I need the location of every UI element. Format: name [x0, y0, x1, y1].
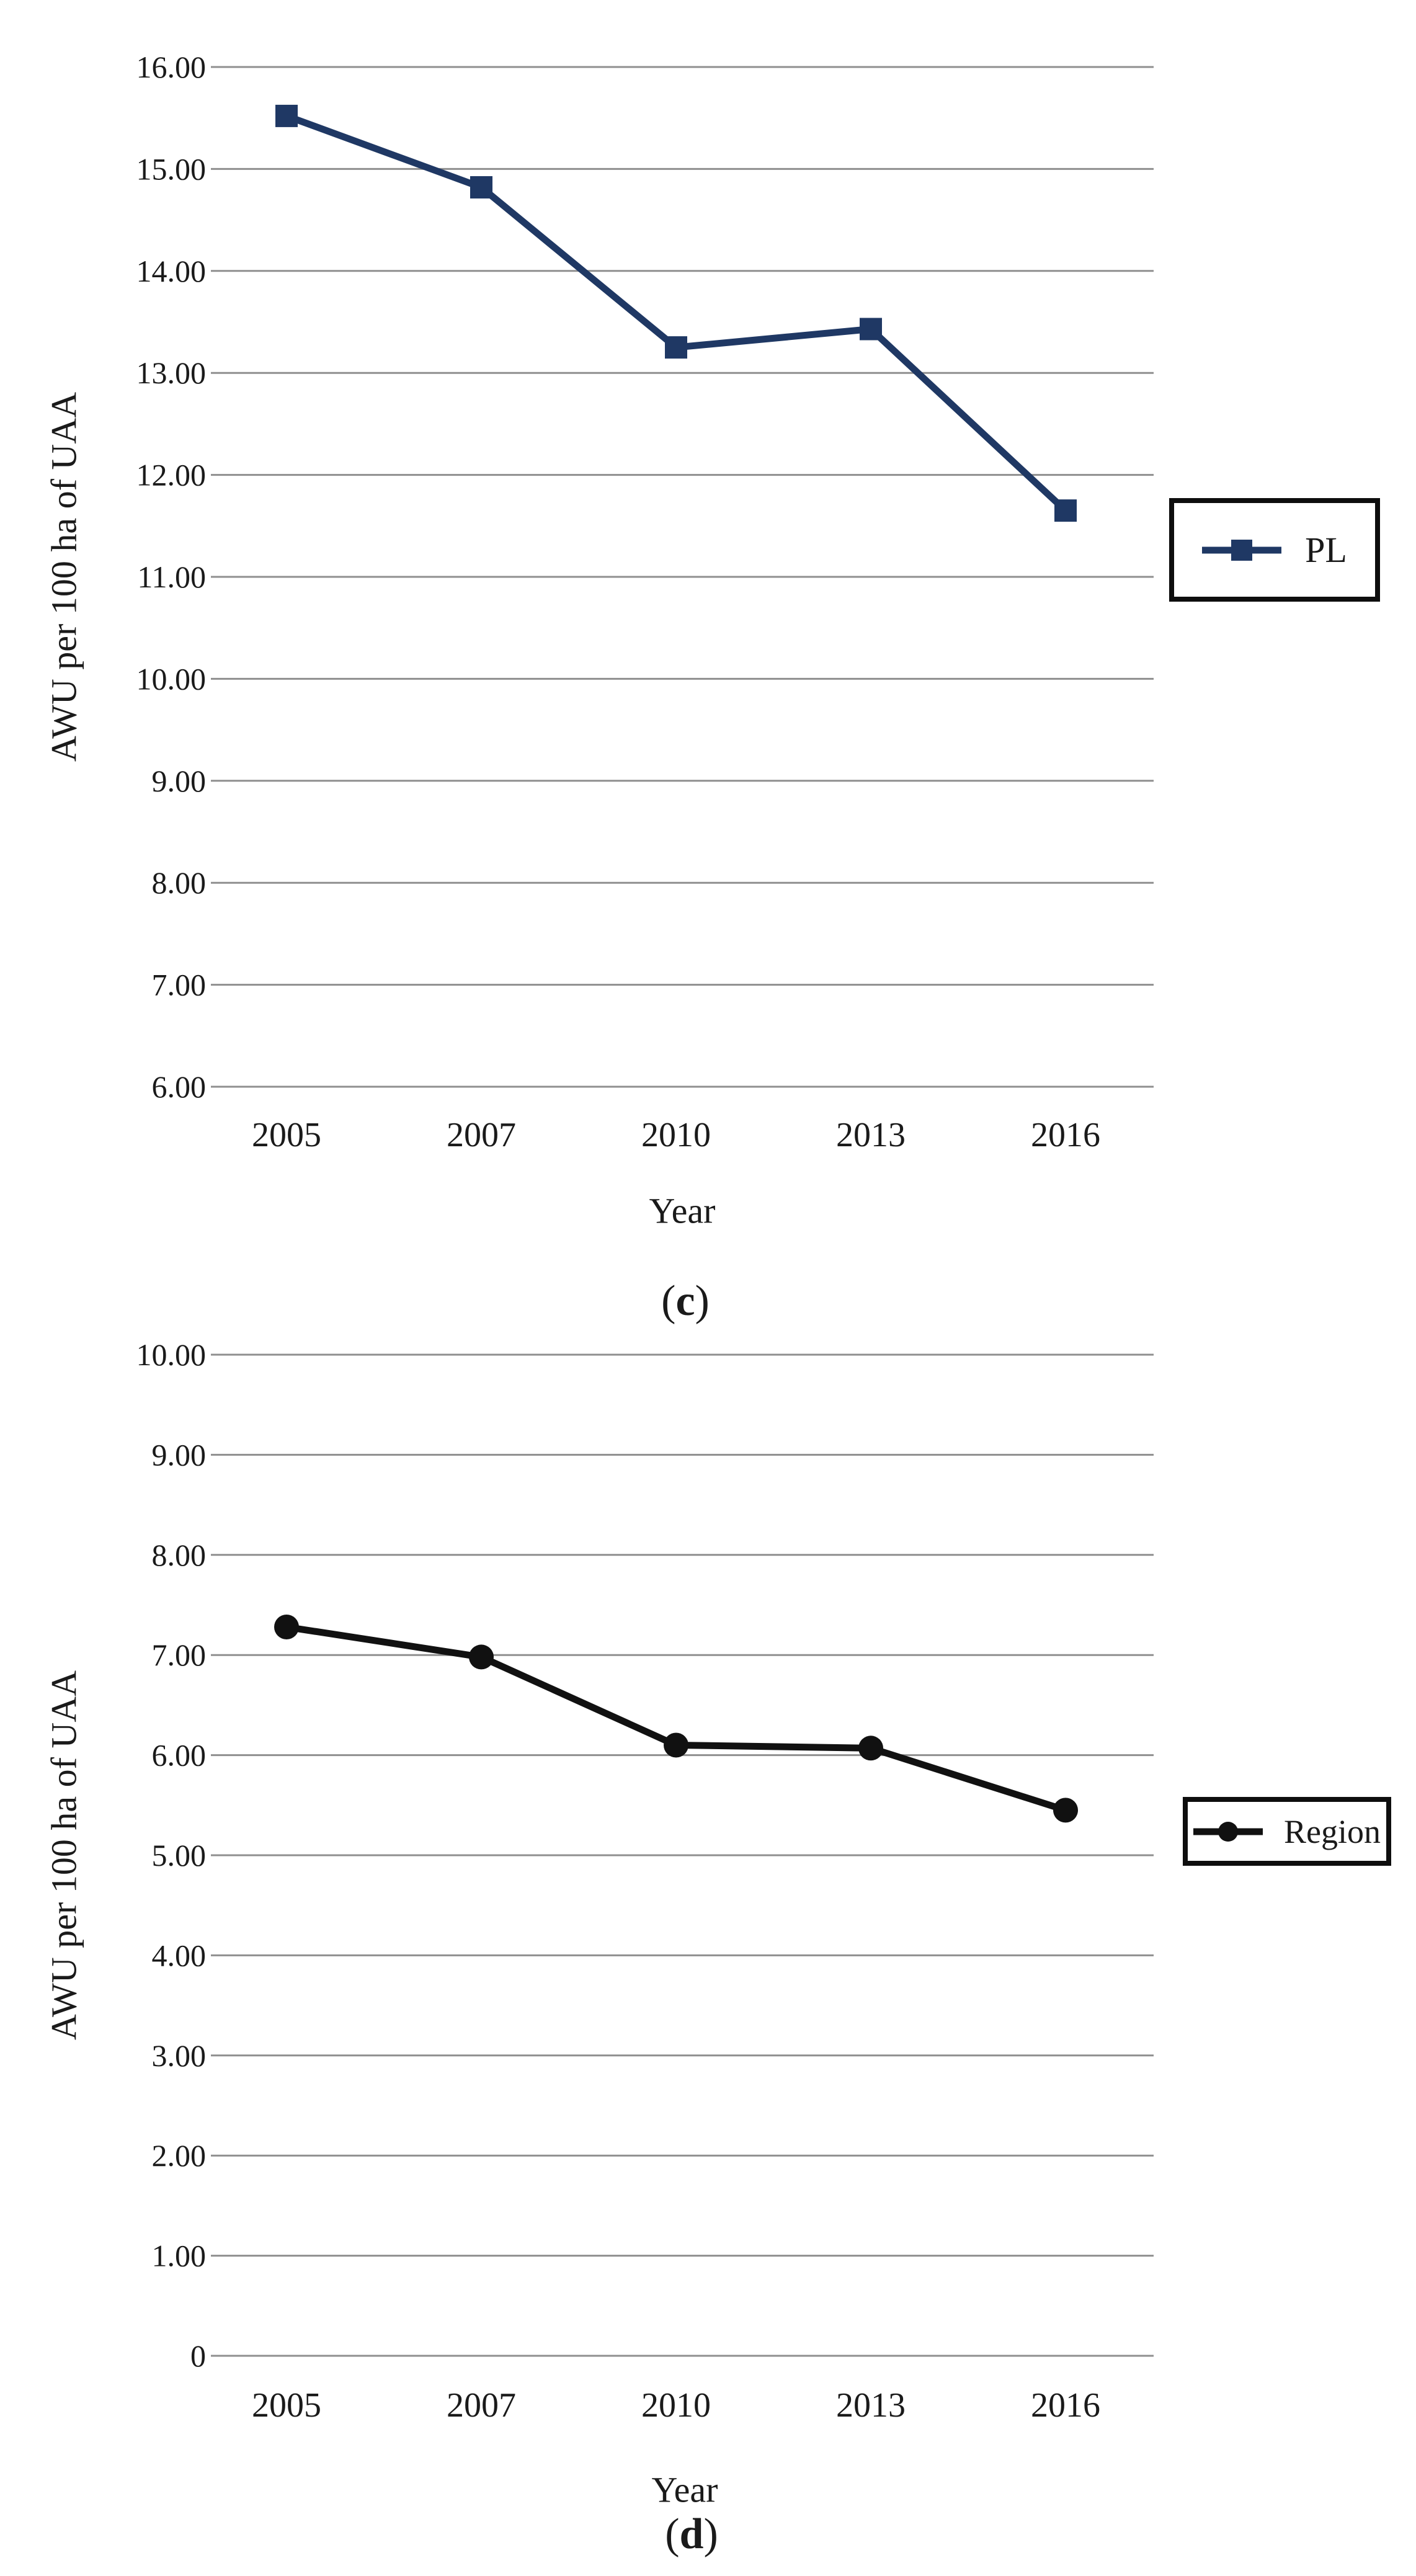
- caption-c: (c): [661, 1277, 710, 1326]
- y-tick-label: 10.00: [136, 1337, 207, 1372]
- x-tick-label: 2013: [836, 2386, 906, 2425]
- y-tick-label: 8.00: [152, 865, 207, 900]
- data-point-2016: [1054, 499, 1077, 522]
- y-tick-label: 10.00: [136, 661, 207, 696]
- y-tick-label: 16.00: [136, 50, 207, 84]
- y-tick-label: 0: [190, 2338, 206, 2373]
- caption-c-open: (: [661, 1277, 676, 1325]
- x-tick-label: 2016: [1031, 1116, 1100, 1154]
- caption-d-open: (: [665, 2510, 680, 2558]
- legend-line-square-icon: [1202, 538, 1282, 563]
- data-point-2013: [860, 318, 882, 341]
- y-tick-label: 6.00: [152, 1069, 207, 1104]
- y-tick-label: 14.00: [136, 254, 207, 288]
- data-point-2010: [665, 336, 687, 359]
- legend-square-marker-icon: [1231, 539, 1253, 561]
- data-point-2005: [275, 104, 298, 127]
- y-tick-label: 13.00: [136, 355, 207, 390]
- x-tick-label: 2005: [252, 2386, 321, 2425]
- data-point-2005: [274, 1615, 299, 1640]
- x-tick-label: 2007: [447, 1116, 516, 1154]
- x-tick-label: 2007: [447, 2386, 516, 2425]
- y-tick-label: 8.00: [152, 1538, 207, 1572]
- chart-c: 16.00 15.00 14.00 13.00 12.00 11.00 10.00 9.00 8…: [136, 50, 1154, 1154]
- y-tick-label: 1.00: [152, 2239, 207, 2273]
- y-tick-label: 3.00: [152, 2038, 207, 2073]
- data-point-2010: [664, 1732, 688, 1758]
- legend-c: PL: [1169, 498, 1380, 602]
- data-point-2013: [858, 1736, 883, 1761]
- caption-c-letter: c: [675, 1277, 695, 1325]
- x-axis-title-d: Year: [651, 2469, 718, 2510]
- y-tick-label: 6.00: [152, 1738, 207, 1773]
- x-tick-label: 2005: [252, 1116, 321, 1154]
- caption-c-close: ): [695, 1277, 710, 1325]
- caption-d-close: ): [703, 2510, 718, 2558]
- caption-d: (d): [665, 2510, 718, 2559]
- series-line-pl: [285, 112, 1068, 514]
- data-point-2007: [470, 176, 492, 198]
- y-tick-label: 12.00: [136, 458, 207, 492]
- x-tick-label: 2013: [836, 1116, 906, 1154]
- data-point-2007: [469, 1644, 494, 1670]
- y-tick-label: 5.00: [152, 1838, 207, 1873]
- y-tick-label: 9.00: [152, 764, 207, 798]
- y-tick-label: 2.00: [152, 2138, 207, 2173]
- x-tick-label: 2010: [641, 1116, 711, 1154]
- y-tick-label: 11.00: [137, 559, 206, 594]
- y-axis-title-d: AWU per 100 ha of UAA: [43, 1670, 84, 2041]
- y-tick-label: 7.00: [152, 968, 207, 1002]
- y-axis-title-c: AWU per 100 ha of UAA: [43, 391, 84, 762]
- data-point-2016: [1053, 1798, 1078, 1823]
- legend-circle-marker-icon: [1218, 1821, 1238, 1842]
- legend-label-region: Region: [1284, 1812, 1381, 1850]
- x-tick-label: 2010: [641, 2386, 711, 2425]
- legend-line-circle-icon: [1193, 1821, 1263, 1843]
- legend-d: Region: [1183, 1797, 1391, 1866]
- y-tick-label: 9.00: [152, 1437, 207, 1472]
- y-tick-label: 4.00: [152, 1938, 207, 1972]
- y-tick-label: 15.00: [136, 151, 207, 186]
- y-tick-label: 7.00: [152, 1638, 207, 1672]
- x-axis-title-c: Year: [649, 1190, 716, 1231]
- caption-d-letter: d: [679, 2510, 704, 2558]
- x-tick-label: 2016: [1031, 2386, 1100, 2425]
- legend-label-pl: PL: [1305, 529, 1347, 570]
- chart-d: 10.00 9.00 8.00 7.00 6.00 5.00 4.00 3.00 2.00 1.0…: [136, 1337, 1154, 2425]
